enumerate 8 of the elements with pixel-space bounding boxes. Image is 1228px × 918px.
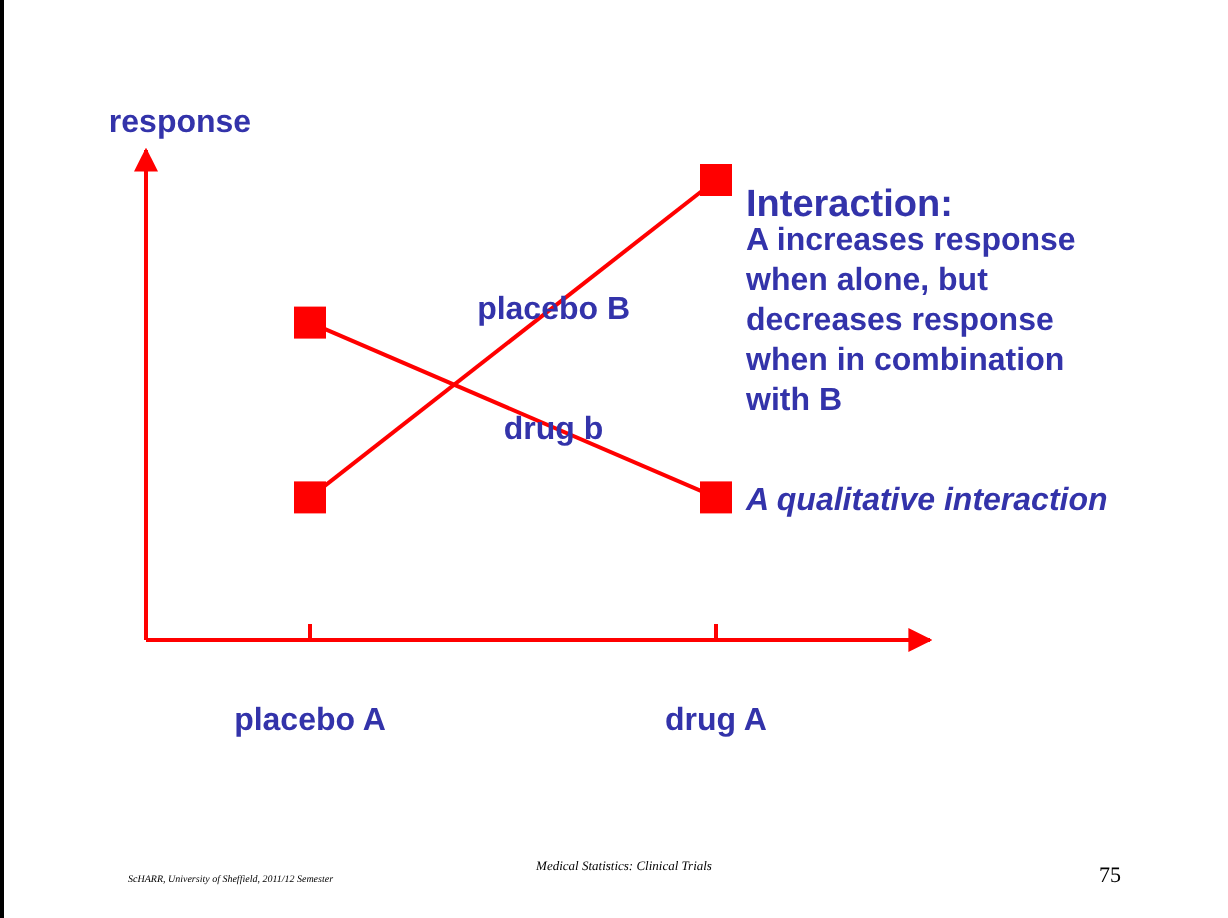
chart-title: Interaction: <box>746 184 953 226</box>
y-axis-title: response <box>108 106 252 140</box>
annotation: A qualitative interaction <box>744 484 1108 518</box>
x-tick-label: drug A <box>665 704 768 738</box>
text: 75 <box>1099 864 1122 888</box>
series-label: drug b <box>503 413 604 448</box>
annotation: A increases response when alone, but decreases response when in combination with B <box>744 224 1076 418</box>
x-tick-label: placebo A <box>234 704 387 738</box>
